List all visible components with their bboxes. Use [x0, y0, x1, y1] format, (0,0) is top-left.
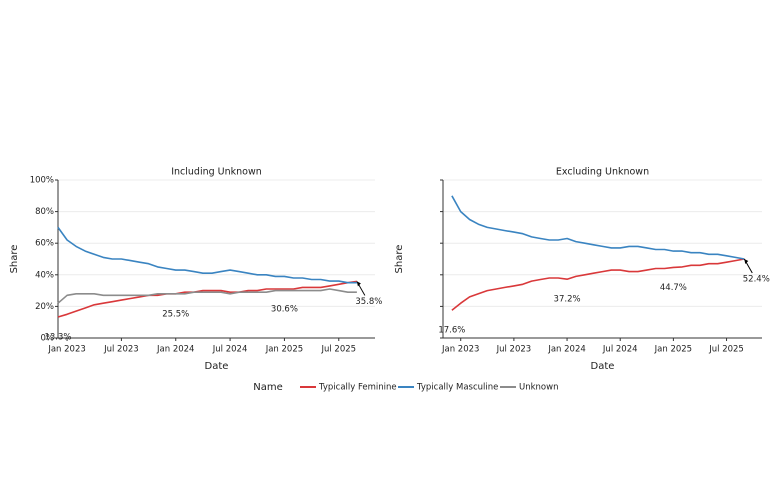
y-tick-label: 80% [35, 207, 54, 217]
legend-label: Typically Masculine [416, 383, 498, 393]
x-tick-label: Jul 2023 [496, 345, 532, 355]
x-tick-label: Jul 2024 [602, 345, 638, 355]
legend-label: Typically Feminine [318, 383, 397, 393]
x-tick-label: Jul 2025 [320, 345, 356, 355]
y-axis-label: Share [394, 245, 405, 274]
y-tick-label: 20% [35, 302, 54, 312]
x-tick-label: Jan 2023 [47, 345, 85, 355]
arrow-head [356, 281, 361, 287]
annotation: 30.6% [271, 305, 298, 315]
x-tick-label: Jan 2024 [547, 345, 585, 355]
annotation: 25.5% [162, 309, 189, 319]
annotation: 52.4% [743, 275, 770, 285]
x-tick-label: Jan 2024 [156, 345, 194, 355]
panel-title: Excluding Unknown [556, 167, 649, 178]
y-axis-label: Share [9, 245, 20, 274]
arrow-head [744, 259, 749, 264]
legend-title: Name [253, 382, 283, 393]
legend-label: Unknown [519, 383, 558, 393]
annotation: 37.2% [554, 295, 581, 305]
x-tick-label: Jan 2025 [654, 345, 692, 355]
x-tick-label: Jul 2025 [708, 345, 744, 355]
series-line [57, 226, 357, 284]
x-tick-label: Jan 2025 [265, 345, 303, 355]
y-tick-label: 60% [35, 239, 54, 249]
panel-title: Including Unknown [171, 167, 262, 178]
y-tick-label: 0% [41, 334, 55, 344]
annotation: 44.7% [660, 283, 687, 293]
x-tick-label: Jul 2023 [103, 345, 139, 355]
x-tick-label: Jan 2023 [441, 345, 479, 355]
annotation: 17.6% [438, 326, 465, 336]
series-line [57, 288, 357, 304]
series-line [451, 195, 745, 260]
x-tick-label: Jul 2024 [212, 345, 248, 355]
annotation: 35.8% [355, 297, 382, 307]
series-line [451, 258, 745, 311]
y-tick-label: 40% [35, 270, 54, 280]
annotation: 13.3% [44, 332, 71, 342]
y-tick-label: 100% [30, 176, 54, 186]
x-axis-label: Date [205, 361, 229, 372]
series-line [57, 280, 358, 318]
x-axis-label: Date [591, 361, 615, 372]
